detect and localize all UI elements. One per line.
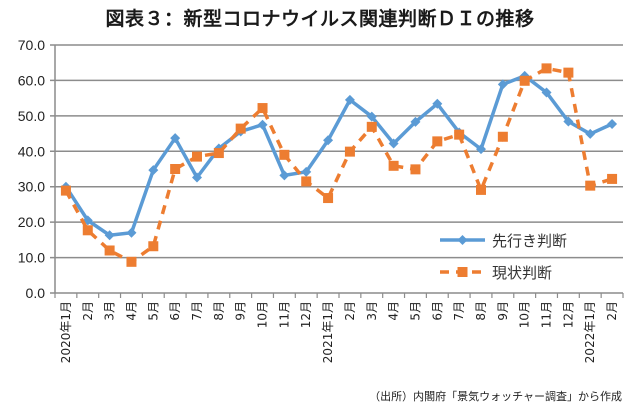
x-tick-label: 2月 [605,301,619,321]
x-tick-label: 11月 [540,301,554,328]
data-point [497,79,508,90]
data-point [279,170,290,181]
y-axis-ticks: 0.0 10.0 20.0 30.0 40.0 50.0 60.0 70.0 [18,37,45,301]
source-note: （出所）内閣府「景気ウォッチャー調査」から作成 [369,390,622,403]
x-tick-label: 2月 [81,301,95,321]
data-point [170,164,181,174]
data-point [388,138,399,149]
x-tick-label: 4月 [124,301,138,321]
x-tick-label: 2020年1月 [59,301,73,363]
x-tick-label: 7月 [452,301,466,321]
data-point [82,225,93,236]
gridlines [50,44,623,294]
x-tick-label: 3月 [103,301,117,321]
x-tick-label: 9月 [234,301,248,321]
data-point [410,164,421,175]
legend-marker [457,235,468,245]
y-tick-label: 50.0 [18,108,45,124]
series-current [60,63,618,267]
x-tick-label: 5月 [408,301,422,321]
x-tick-label: 12月 [561,301,575,328]
data-point [257,119,268,130]
data-point [257,103,268,114]
y-tick-label: 30.0 [18,179,45,195]
y-tick-label: 70.0 [18,37,45,53]
y-tick-label: 0.0 [26,285,46,301]
data-point [213,148,224,159]
x-tick-label: 3月 [365,301,379,321]
legend-label: 先行き判断 [492,232,567,250]
x-tick-label: 4月 [387,301,401,321]
y-tick-label: 60.0 [18,72,45,88]
data-point [279,149,290,160]
x-tick-label: 12月 [299,301,313,328]
data-point [563,116,574,127]
data-point [235,123,246,134]
data-point [301,176,312,187]
data-point [454,129,465,140]
data-point [432,98,443,109]
data-point [126,227,137,238]
data-point [388,160,399,171]
data-point [104,230,115,241]
data-point [541,87,552,98]
x-tick-label: 2021年1月 [321,301,335,363]
legend-marker [457,267,468,277]
chart-title: 図表３：新型コロナウイルス関連判断ＤＩの推移 [105,8,535,30]
y-tick-label: 20.0 [18,214,45,230]
y-tick-label: 10.0 [18,250,45,266]
legend-item: 先行き判断 [440,232,567,250]
data-point [585,180,596,191]
data-point [476,184,486,195]
data-point [170,133,181,144]
data-point [476,144,486,155]
data-point [541,63,552,74]
y-tick-label: 40.0 [18,143,45,159]
series-group [60,63,618,267]
data-point [301,166,312,177]
data-point [192,172,202,183]
data-point [344,94,355,105]
data-point [607,119,618,130]
x-tick-label: 2022年1月 [583,301,597,363]
x-tick-label: 9月 [496,301,510,321]
x-tick-label: 5月 [146,301,160,321]
data-point [410,116,421,127]
data-point [563,67,574,78]
data-point [192,151,202,162]
x-tick-label: 2月 [343,301,357,321]
series-forecast [60,70,618,241]
x-tick-label: 6月 [168,301,182,321]
axes [54,45,624,298]
data-point [148,165,159,176]
data-point [366,111,377,122]
data-point [366,121,377,132]
data-point [344,146,355,157]
x-tick-label: 11月 [277,301,291,328]
legend-item: 現状判断 [440,264,552,282]
x-tick-label: 8月 [474,301,488,321]
data-point [497,131,508,142]
data-point [148,241,159,252]
x-tick-label: 10月 [256,301,270,328]
data-point [323,193,334,204]
x-axis-ticks: 2020年1月 2月 3月 4月 5月 6月 7月 8月 9月 10月 11月 12月 2021年1月 2… [59,301,619,363]
x-tick-label: 7月 [190,301,204,321]
data-point [432,136,443,147]
data-point [607,173,618,184]
data-point [60,185,71,196]
x-tick-label: 8月 [212,301,226,321]
series-line [64,66,613,264]
data-point [104,245,115,256]
data-point [519,75,530,86]
legend-label: 現状判断 [492,264,552,282]
x-tick-label: 6月 [430,301,444,321]
x-tick-label: 10月 [518,301,532,328]
data-point [323,135,334,146]
data-point [126,256,137,267]
series-line [64,74,613,238]
data-point [585,128,596,139]
